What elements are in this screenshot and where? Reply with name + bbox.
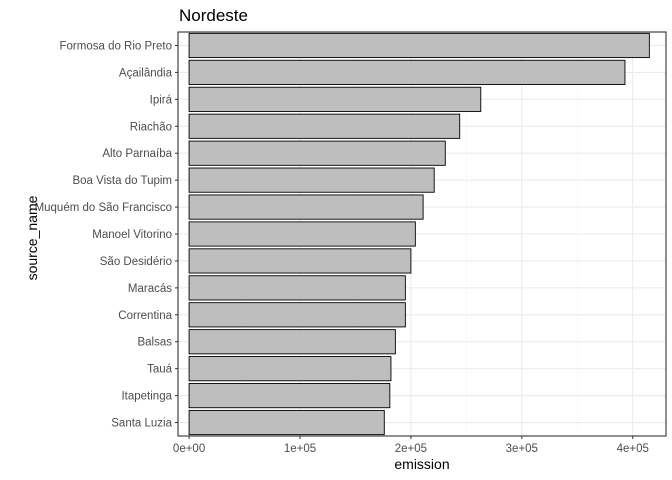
x-tick-label: 2e+05 [395,443,427,455]
y-tick-label: Muquém do São Francisco [35,202,172,214]
x-tick-label: 0e+00 [173,443,205,455]
y-tick-label: Açailândia [119,67,173,79]
bar [188,194,424,220]
x-tick-label: 4e+05 [617,443,649,455]
y-axis-label: source_name [2,196,42,281]
bar [188,329,396,355]
y-tick-label: Alto Parnaíba [102,148,172,160]
bar [188,86,482,112]
y-tick-label: Balsas [137,337,172,349]
y-tick-label: Manoel Vitorino [92,229,172,241]
bar [188,383,391,409]
y-tick-label: Correntina [118,310,172,322]
bar [188,113,461,139]
bar [188,32,650,59]
y-tick-label: Itapetinga [121,391,172,403]
y-tick-label: Tauá [147,364,173,376]
bar [188,302,406,328]
bar [188,167,435,193]
y-tick-label: Riachão [130,121,172,133]
y-tick-label: São Desidério [100,256,172,268]
bar [188,59,626,85]
y-axis-label-text: source_name [24,195,40,281]
bar [188,409,385,436]
y-tick-label: Formosa do Rio Preto [60,40,173,52]
y-tick-label: Boa Vista do Tupim [72,175,172,187]
y-tick-label: Ipirá [150,94,173,106]
x-axis-label: emission [394,456,450,472]
x-tick-label: 3e+05 [506,443,538,455]
bar [188,275,406,301]
y-tick-label: Maracás [128,283,172,295]
bar [188,221,416,247]
bar [188,356,392,382]
bar [188,248,412,274]
bar [188,140,446,166]
x-tick-label: 1e+05 [284,443,316,455]
chart-title: Nordeste [179,6,248,25]
y-tick-label: Santa Luzia [111,418,172,430]
